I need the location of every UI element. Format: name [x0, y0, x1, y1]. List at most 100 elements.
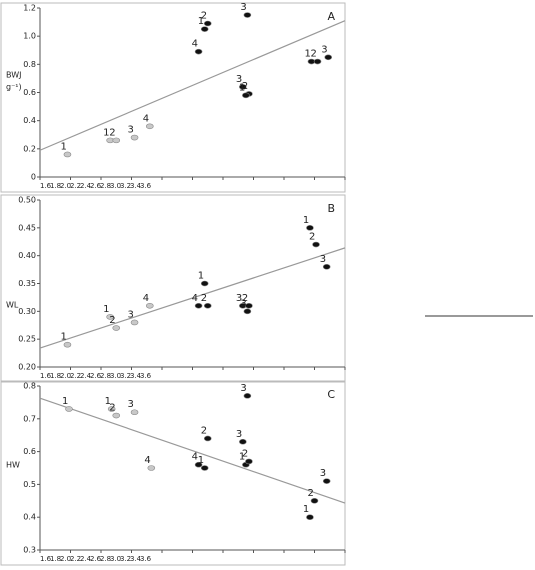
- x-tick-label: 3.0: [110, 372, 121, 380]
- data-point: [146, 302, 154, 309]
- x-tick-label: 2.0: [60, 182, 71, 190]
- data-point: [106, 314, 114, 320]
- x-tick-label: 2.8: [100, 182, 111, 190]
- x-tick-label: 2.4: [80, 555, 92, 563]
- data-point: [200, 465, 209, 471]
- data-point: [313, 58, 322, 65]
- point-label: 3: [240, 383, 246, 394]
- y-tick-label: 0.25: [18, 335, 36, 344]
- y-tick-label: 0.50: [18, 196, 36, 205]
- y-tick-label: 0.30: [18, 307, 36, 316]
- y-tick-label: 0.6: [23, 88, 36, 97]
- x-tick-label: 2.8: [100, 372, 111, 380]
- x-tick-label: 1.8: [50, 372, 61, 380]
- x-tick-label: 2.6: [90, 555, 102, 563]
- data-point: [130, 134, 139, 141]
- point-label: 3: [128, 399, 134, 410]
- y-tick-label: 0.8: [23, 382, 36, 391]
- x-tick-label: 3.2: [120, 372, 131, 380]
- x-tick-label: 3.4: [130, 372, 142, 380]
- point-label: 4: [192, 293, 198, 304]
- point-label: 3: [236, 293, 242, 304]
- x-tick-label: 2.2: [70, 555, 81, 563]
- data-point: [194, 48, 203, 55]
- point-label: 1: [304, 49, 310, 60]
- point-label: 1: [62, 396, 68, 407]
- data-point: [65, 406, 73, 412]
- y-tick-label: 0.35: [18, 279, 36, 288]
- point-label: 3: [320, 468, 326, 479]
- y-tick-label: 0.2: [23, 144, 36, 153]
- panel-label: C: [327, 388, 335, 401]
- panel-frame: [0, 2, 346, 193]
- y-tick-label: 1.2: [23, 4, 36, 13]
- point-label: 2: [311, 49, 317, 60]
- data-point: [203, 20, 212, 27]
- point-label: 3: [240, 2, 246, 13]
- point-label: 4: [143, 113, 149, 124]
- data-point: [112, 137, 121, 144]
- point-label: 1: [303, 215, 309, 226]
- point-label: 2: [109, 403, 115, 414]
- data-point: [203, 302, 212, 309]
- data-point: [147, 465, 156, 471]
- point-label: 3: [236, 74, 242, 85]
- panel-label: B: [327, 202, 335, 215]
- panel-frame: [0, 380, 346, 566]
- point-label: 3: [320, 254, 326, 265]
- data-point: [130, 319, 139, 326]
- x-tick-label: 3.6: [140, 372, 152, 380]
- x-tick-label: 3.0: [110, 555, 121, 563]
- data-point: [200, 26, 209, 32]
- data-point: [243, 393, 252, 399]
- point-label: 1: [60, 332, 66, 343]
- y-tick-label: 0.8: [23, 60, 36, 69]
- point-label: 2: [109, 315, 115, 326]
- x-tick-label: 1.6: [40, 372, 52, 380]
- x-tick-label: 2.0: [60, 372, 71, 380]
- x-tick-label: 3.2: [120, 555, 131, 563]
- y-tick-label: 0.4: [23, 513, 36, 522]
- trend-line: [39, 397, 346, 504]
- x-tick-label: 2.0: [60, 555, 71, 563]
- x-tick-label: 2.4: [80, 182, 92, 190]
- point-label: 2: [242, 293, 248, 304]
- x-tick-label: 3.6: [140, 182, 152, 190]
- data-point: [324, 54, 333, 61]
- data-point: [310, 497, 319, 504]
- y-tick-label: 0.40: [18, 251, 36, 260]
- point-label: 1: [103, 304, 109, 315]
- x-tick-label: 3.4: [130, 555, 142, 563]
- point-label: 1: [103, 127, 109, 138]
- x-tick-label: 3.6: [140, 555, 152, 563]
- data-point: [146, 123, 154, 130]
- data-point: [243, 12, 252, 18]
- x-tick-label: 1.8: [50, 182, 61, 190]
- y-tick-label: 0.4: [23, 116, 36, 125]
- point-label: 3: [236, 429, 242, 440]
- data-point: [322, 263, 331, 270]
- y-tick-label: 0.5: [23, 480, 36, 489]
- y-tick-label: 1.0: [23, 32, 36, 41]
- y-tick-label: 0.7: [23, 414, 36, 423]
- point-label: 1: [303, 504, 309, 515]
- point-label: 1: [198, 271, 204, 282]
- x-tick-label: 2.4: [80, 372, 92, 380]
- x-tick-label: 2.8: [100, 555, 111, 563]
- data-point: [63, 151, 72, 158]
- point-label: 3: [240, 298, 246, 309]
- data-point: [245, 302, 253, 309]
- data-point: [194, 302, 203, 309]
- point-label: 4: [144, 455, 150, 466]
- data-point: [107, 406, 116, 412]
- trend-line: [39, 20, 346, 151]
- point-label: 3: [321, 44, 327, 55]
- panel-label: A: [327, 10, 335, 23]
- x-tick-label: 2.6: [90, 182, 102, 190]
- data-point: [203, 435, 212, 442]
- point-label: 4: [143, 293, 149, 304]
- point-label: 2: [109, 127, 115, 138]
- point-label: 1: [60, 141, 66, 152]
- point-label: 3: [128, 125, 134, 136]
